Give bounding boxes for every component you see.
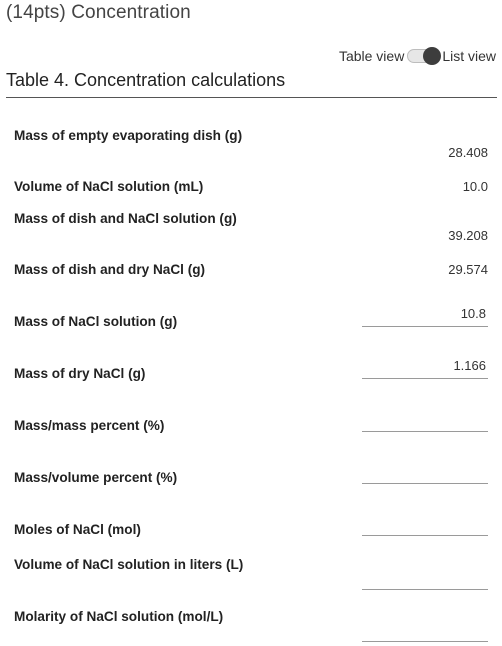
table-row: Molarity of NaCl solution (mol/L) bbox=[14, 608, 488, 644]
table-view-label[interactable]: Table view bbox=[338, 48, 405, 64]
row-label: Volume of NaCl solution (mL) bbox=[14, 179, 204, 194]
table-row: Mass of NaCl solution (g) 10.8 bbox=[14, 306, 488, 330]
row-label: Mass of empty evaporating dish (g) bbox=[14, 128, 243, 143]
section-title: (14pts) Concentration bbox=[6, 2, 191, 23]
answer-value: 10.8 bbox=[460, 306, 486, 321]
row-value: 29.574 bbox=[448, 262, 488, 277]
answer-input[interactable] bbox=[362, 411, 488, 432]
answer-input[interactable] bbox=[362, 621, 488, 642]
answer-input[interactable] bbox=[362, 463, 488, 484]
answer-input[interactable] bbox=[362, 569, 488, 590]
row-label: Mass/mass percent (%) bbox=[14, 418, 165, 433]
table-row: Mass of empty evaporating dish (g) 28.40… bbox=[14, 127, 488, 163]
table-row: Volume of NaCl solution in liters (L) bbox=[14, 556, 488, 592]
row-label: Moles of NaCl (mol) bbox=[14, 522, 141, 537]
toggle-thumb bbox=[423, 47, 442, 65]
row-value: 39.208 bbox=[448, 228, 488, 243]
row-label: Volume of NaCl solution in liters (L) bbox=[14, 557, 244, 572]
answer-input[interactable]: 10.8 bbox=[362, 306, 488, 327]
view-toggle-switch[interactable] bbox=[405, 46, 442, 66]
table-row: Mass of dish and dry NaCl (g) 29.574 bbox=[14, 261, 488, 281]
row-value: 10.0 bbox=[462, 179, 488, 194]
table-row: Mass/mass percent (%) bbox=[14, 411, 488, 435]
table-row: Moles of NaCl (mol) bbox=[14, 515, 488, 539]
table-row: Mass of dish and NaCl solution (g) 39.20… bbox=[14, 210, 488, 246]
table-caption: Table 4. Concentration calculations bbox=[6, 70, 286, 90]
row-label: Mass of NaCl solution (g) bbox=[14, 314, 178, 329]
row-label: Mass of dry NaCl (g) bbox=[14, 366, 146, 381]
answer-value: 1.166 bbox=[453, 358, 486, 373]
row-value: 28.408 bbox=[448, 145, 488, 160]
caption-divider bbox=[6, 97, 497, 98]
table-row: Mass/volume percent (%) bbox=[14, 463, 488, 487]
row-label: Mass/volume percent (%) bbox=[14, 470, 178, 485]
table-row: Mass of dry NaCl (g) 1.166 bbox=[14, 358, 488, 382]
view-toggle: Table view List view bbox=[339, 46, 496, 66]
row-label: Mass of dish and NaCl solution (g) bbox=[14, 211, 237, 226]
table-row: Volume of NaCl solution (mL) 10.0 bbox=[14, 178, 488, 198]
answer-input[interactable] bbox=[362, 515, 488, 536]
row-label: Molarity of NaCl solution (mol/L) bbox=[14, 609, 224, 624]
row-label: Mass of dish and dry NaCl (g) bbox=[14, 262, 206, 277]
list-view-label[interactable]: List view bbox=[442, 48, 496, 64]
answer-input[interactable]: 1.166 bbox=[362, 358, 488, 379]
